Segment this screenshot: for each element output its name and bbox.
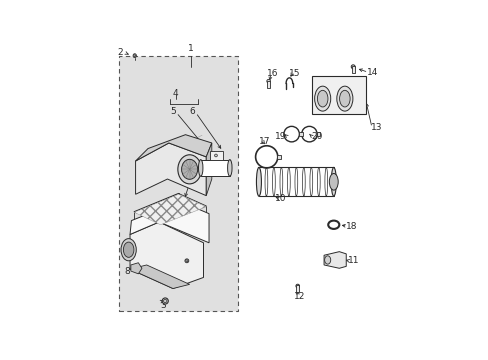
Text: 7: 7 xyxy=(192,175,198,184)
Ellipse shape xyxy=(121,239,136,261)
Polygon shape xyxy=(135,143,206,195)
Bar xyxy=(119,56,238,311)
Bar xyxy=(200,159,229,176)
Ellipse shape xyxy=(181,159,197,179)
Ellipse shape xyxy=(184,259,188,263)
Ellipse shape xyxy=(227,159,232,176)
Bar xyxy=(210,151,223,160)
Ellipse shape xyxy=(163,299,166,303)
Polygon shape xyxy=(130,265,189,288)
Ellipse shape xyxy=(330,167,336,196)
Bar xyxy=(351,66,354,73)
Polygon shape xyxy=(134,194,206,225)
Text: 19: 19 xyxy=(275,131,286,140)
Text: 18: 18 xyxy=(346,222,357,231)
Bar xyxy=(296,285,299,292)
Text: 10: 10 xyxy=(274,194,286,203)
Polygon shape xyxy=(135,135,211,161)
Text: 2: 2 xyxy=(117,48,123,57)
Ellipse shape xyxy=(266,79,270,83)
Text: 11: 11 xyxy=(347,256,358,265)
Ellipse shape xyxy=(336,86,352,111)
Ellipse shape xyxy=(256,167,261,196)
Text: 17: 17 xyxy=(259,137,270,146)
Ellipse shape xyxy=(350,65,354,69)
Ellipse shape xyxy=(123,242,134,257)
Text: 5: 5 xyxy=(170,107,176,116)
Text: 3: 3 xyxy=(160,301,166,310)
Ellipse shape xyxy=(317,90,327,107)
Text: 14: 14 xyxy=(366,68,378,77)
Polygon shape xyxy=(131,263,142,274)
Polygon shape xyxy=(324,252,346,268)
Ellipse shape xyxy=(214,154,217,157)
Ellipse shape xyxy=(328,174,338,190)
Bar xyxy=(311,76,365,114)
Text: 20: 20 xyxy=(311,131,322,140)
Bar xyxy=(298,132,302,136)
Polygon shape xyxy=(130,222,203,288)
Text: 6: 6 xyxy=(189,107,195,116)
Text: 9: 9 xyxy=(168,255,174,264)
Text: 12: 12 xyxy=(294,292,305,301)
Ellipse shape xyxy=(185,260,187,262)
Polygon shape xyxy=(206,143,211,195)
Text: 13: 13 xyxy=(370,123,382,132)
Text: 8: 8 xyxy=(124,267,130,276)
Text: 1: 1 xyxy=(188,44,194,53)
Text: 15: 15 xyxy=(289,69,300,78)
Bar xyxy=(267,81,269,87)
Ellipse shape xyxy=(314,86,330,111)
Bar xyxy=(276,155,281,159)
Ellipse shape xyxy=(133,54,136,58)
Ellipse shape xyxy=(295,284,299,288)
Ellipse shape xyxy=(162,298,168,304)
Bar xyxy=(316,132,320,136)
Polygon shape xyxy=(130,201,208,243)
Ellipse shape xyxy=(324,256,330,264)
Ellipse shape xyxy=(178,155,201,184)
Ellipse shape xyxy=(198,159,203,176)
Ellipse shape xyxy=(339,90,349,107)
Text: 16: 16 xyxy=(267,69,278,78)
Text: 4: 4 xyxy=(173,89,178,98)
